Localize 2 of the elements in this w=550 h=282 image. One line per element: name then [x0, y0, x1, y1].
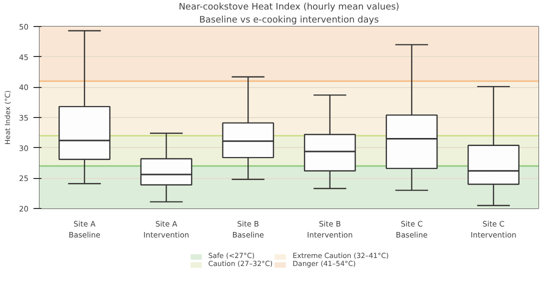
chart-subtitle: Baseline vs e-cooking intervention days — [199, 16, 380, 26]
chart-title: Near-cookstove Heat Index (hourly mean values) — [178, 2, 400, 12]
